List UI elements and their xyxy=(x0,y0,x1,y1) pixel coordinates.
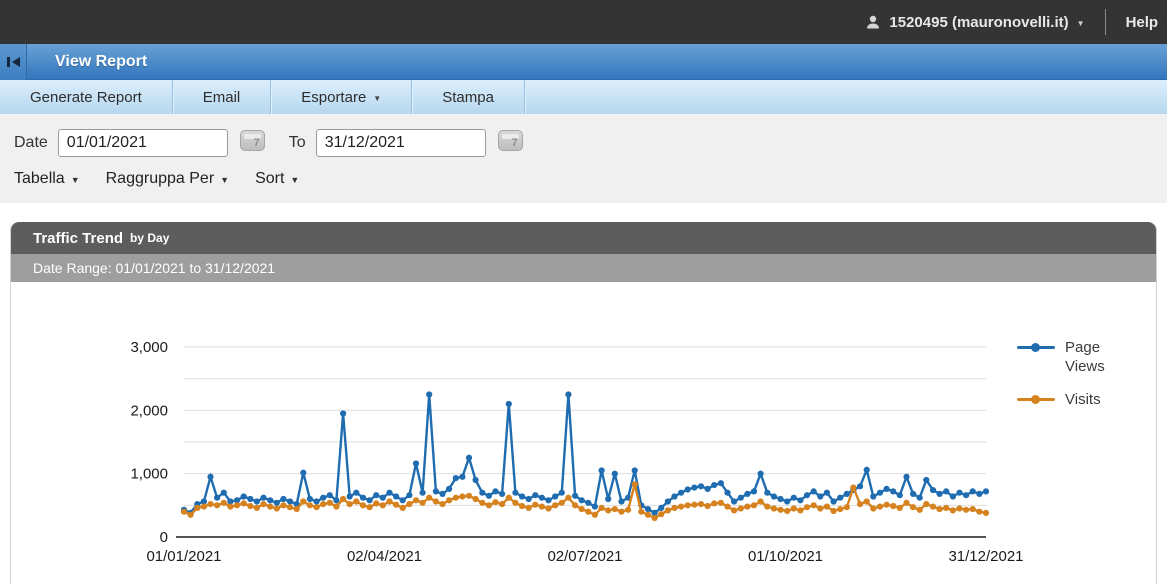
date-range-row: Date 7 To 7 xyxy=(14,128,1167,158)
date-to-calendar-button[interactable]: 7 xyxy=(497,130,523,156)
svg-text:01/10/2021: 01/10/2021 xyxy=(748,548,823,565)
view-options-row: Tabella ▼ Raggruppa Per ▼ Sort ▼ xyxy=(14,170,1167,188)
esportare-dropdown-button[interactable]: Esportare ▼ xyxy=(271,80,413,114)
visits-marker-icon xyxy=(1017,395,1055,404)
chart-legend: Page Views Visits xyxy=(1017,338,1147,423)
generate-report-button[interactable]: Generate Report xyxy=(0,80,173,114)
date-from-calendar-button[interactable]: 7 xyxy=(239,130,265,156)
help-menu[interactable]: Help ▼ xyxy=(1126,14,1167,31)
chevron-down-icon: ▼ xyxy=(1165,19,1167,28)
calendar-icon: 7 xyxy=(497,130,523,151)
raggruppa-per-dropdown[interactable]: Raggruppa Per ▼ xyxy=(106,170,229,188)
sort-dropdown[interactable]: Sort ▼ xyxy=(255,170,299,188)
panel-title: Traffic Trend xyxy=(33,229,124,247)
svg-text:0: 0 xyxy=(160,529,168,546)
panel-subtitle: by Day xyxy=(130,231,170,245)
svg-text:2,000: 2,000 xyxy=(130,402,168,419)
toolbar: Generate Report Email Esportare ▼ Stampa xyxy=(0,80,1167,115)
raggruppa-per-label: Raggruppa Per xyxy=(105,170,215,187)
stampa-label: Stampa xyxy=(442,88,494,106)
svg-text:02/04/2021: 02/04/2021 xyxy=(347,548,422,565)
traffic-trend-chart: 0 1,000 2,000 3,000 01/01/2021 02/04/2021 02/0… xyxy=(130,339,1023,565)
legend-item-visits[interactable]: Visits xyxy=(1017,390,1147,409)
email-label: Email xyxy=(202,88,241,106)
legend-item-page-views[interactable]: Page Views xyxy=(1017,338,1147,376)
tabella-label: Tabella xyxy=(14,170,65,187)
collapse-sidebar-button[interactable] xyxy=(0,43,27,80)
to-label: To xyxy=(288,134,306,151)
page-views-legend-label: Page Views xyxy=(1065,339,1105,375)
filters-section: Date 7 To 7 Tabella ▼ xyxy=(0,115,1167,203)
date-from-input[interactable] xyxy=(57,129,228,157)
chevron-down-icon: ▼ xyxy=(290,175,300,185)
panel-header: Traffic Trend by Day xyxy=(11,222,1156,254)
calendar-icon: 7 xyxy=(239,130,265,151)
tabella-dropdown[interactable]: Tabella ▼ xyxy=(14,170,80,188)
user-icon xyxy=(867,15,880,29)
generate-report-label: Generate Report xyxy=(30,88,142,106)
account-label: 1520495 (mauronovelli.it) xyxy=(889,13,1069,31)
spacer xyxy=(0,203,1167,222)
svg-text:02/07/2021: 02/07/2021 xyxy=(547,548,622,565)
date-label: Date xyxy=(14,134,48,151)
visits-legend-label: Visits xyxy=(1065,391,1101,408)
svg-text:31/12/2021: 31/12/2021 xyxy=(948,548,1023,565)
chevron-down-icon: ▼ xyxy=(220,175,230,185)
svg-text:1,000: 1,000 xyxy=(130,466,168,483)
chevron-down-icon: ▼ xyxy=(1076,18,1085,28)
title-bar: View Report xyxy=(0,43,1167,80)
svg-text:01/01/2021: 01/01/2021 xyxy=(146,548,221,565)
help-label: Help xyxy=(1125,13,1159,31)
sort-label: Sort xyxy=(255,170,285,187)
date-range-text: Date Range: 01/01/2021 to 31/12/2021 xyxy=(33,260,276,276)
stampa-button[interactable]: Stampa xyxy=(412,80,525,114)
chevron-down-icon: ▼ xyxy=(70,175,80,185)
account-menu[interactable]: 1520495 (mauronovelli.it) ▼ xyxy=(865,13,1085,31)
date-to-input[interactable] xyxy=(315,129,486,157)
chevron-down-icon: ▼ xyxy=(373,93,382,103)
esportare-label: Esportare xyxy=(301,88,367,106)
page-views-marker-icon xyxy=(1017,343,1055,352)
collapse-left-icon xyxy=(6,56,20,67)
page-title: View Report xyxy=(55,52,148,70)
report-panel: Traffic Trend by Day Date Range: 01/01/2… xyxy=(10,222,1157,584)
chart-area: 0 1,000 2,000 3,000 01/01/2021 02/04/2021 02/0… xyxy=(11,282,1156,584)
panel-subheader: Date Range: 01/01/2021 to 31/12/2021 xyxy=(11,254,1156,282)
top-bar: 1520495 (mauronovelli.it) ▼ Help ▼ xyxy=(0,0,1167,44)
email-button[interactable]: Email xyxy=(173,80,272,114)
topbar-divider xyxy=(1104,9,1106,35)
svg-text:3,000: 3,000 xyxy=(130,339,168,356)
